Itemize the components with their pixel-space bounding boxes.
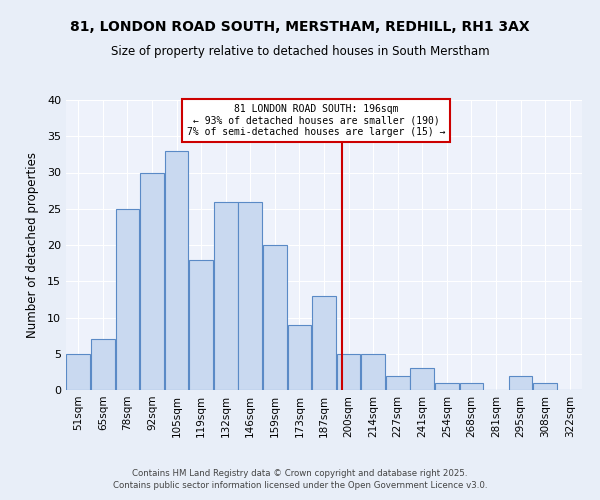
Bar bbox=[509, 376, 532, 390]
Bar bbox=[263, 245, 287, 390]
Bar bbox=[386, 376, 410, 390]
Text: 81 LONDON ROAD SOUTH: 196sqm
← 93% of detached houses are smaller (190)
7% of se: 81 LONDON ROAD SOUTH: 196sqm ← 93% of de… bbox=[187, 104, 446, 137]
Y-axis label: Number of detached properties: Number of detached properties bbox=[26, 152, 38, 338]
Text: 81, LONDON ROAD SOUTH, MERSTHAM, REDHILL, RH1 3AX: 81, LONDON ROAD SOUTH, MERSTHAM, REDHILL… bbox=[70, 20, 530, 34]
Bar bbox=[238, 202, 262, 390]
Bar bbox=[287, 325, 311, 390]
Bar bbox=[67, 354, 90, 390]
Bar bbox=[140, 172, 164, 390]
Bar bbox=[312, 296, 336, 390]
Bar bbox=[214, 202, 238, 390]
Bar bbox=[410, 368, 434, 390]
Text: Contains HM Land Registry data © Crown copyright and database right 2025.
Contai: Contains HM Land Registry data © Crown c… bbox=[113, 468, 487, 490]
Bar bbox=[435, 383, 459, 390]
Bar bbox=[91, 339, 115, 390]
Text: Size of property relative to detached houses in South Merstham: Size of property relative to detached ho… bbox=[110, 45, 490, 58]
Bar bbox=[337, 354, 361, 390]
Bar bbox=[361, 354, 385, 390]
Bar bbox=[189, 260, 213, 390]
Bar bbox=[164, 151, 188, 390]
Bar bbox=[116, 209, 139, 390]
Bar bbox=[533, 383, 557, 390]
Bar bbox=[460, 383, 484, 390]
